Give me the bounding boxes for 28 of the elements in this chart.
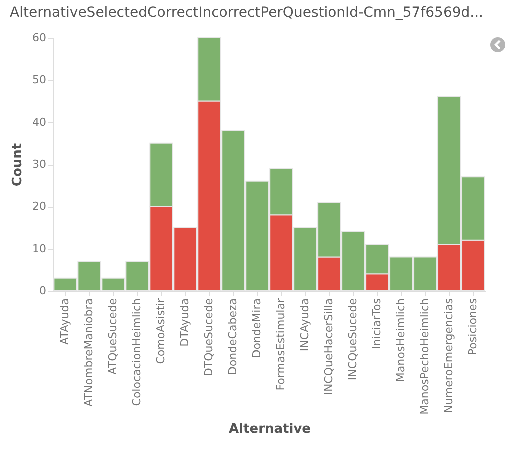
x-tick-label: Posiciones (466, 298, 480, 356)
x-tick-label: ManosPechoHeimlich (418, 298, 432, 415)
y-tick-label: 10 (32, 242, 46, 256)
x-tick-label: ManosHeimlich (394, 298, 408, 382)
x-tick-label: DTQueSucede (202, 298, 216, 377)
y-tick-label: 60 (32, 32, 46, 44)
y-tick-label: 30 (32, 158, 46, 171)
y-tick-label: 20 (32, 200, 46, 214)
x-axis-title: Alternative (229, 422, 312, 437)
x-tick-label: INCQueSucede (346, 298, 360, 381)
x-tick-label: FormasEstimular (274, 298, 288, 391)
x-tick-label: ATNombreManiobra (82, 298, 96, 407)
x-tick-label: INCQueHacerSilla (322, 298, 336, 396)
y-tick-label: 40 (32, 116, 46, 129)
y-tick-label: 0 (40, 284, 46, 298)
chart-title: AlternativeSelectedCorrectIncorrectPerQuestionId-Cmn_57f6569d... (10, 5, 484, 21)
y-axis-title: Count (10, 143, 26, 187)
x-tick-label: IniciarTos (370, 298, 384, 350)
x-tick-label: NumeroEmergencias (442, 298, 456, 414)
x-tick-label: ComoAsistir (154, 298, 168, 364)
x-tick-label: ColocacionHeimlich (130, 298, 144, 406)
x-tick-label: DondeCabeza (226, 298, 240, 376)
y-tick-label: 50 (32, 74, 46, 87)
x-tick-label: INCAyuda (298, 298, 312, 352)
x-tick-label: DTAyuda (178, 298, 192, 347)
x-tick-label: DondeMira (250, 298, 264, 358)
x-tick-label: ATAyuda (58, 298, 72, 346)
x-tick-label: ATQueSucede (106, 298, 120, 375)
